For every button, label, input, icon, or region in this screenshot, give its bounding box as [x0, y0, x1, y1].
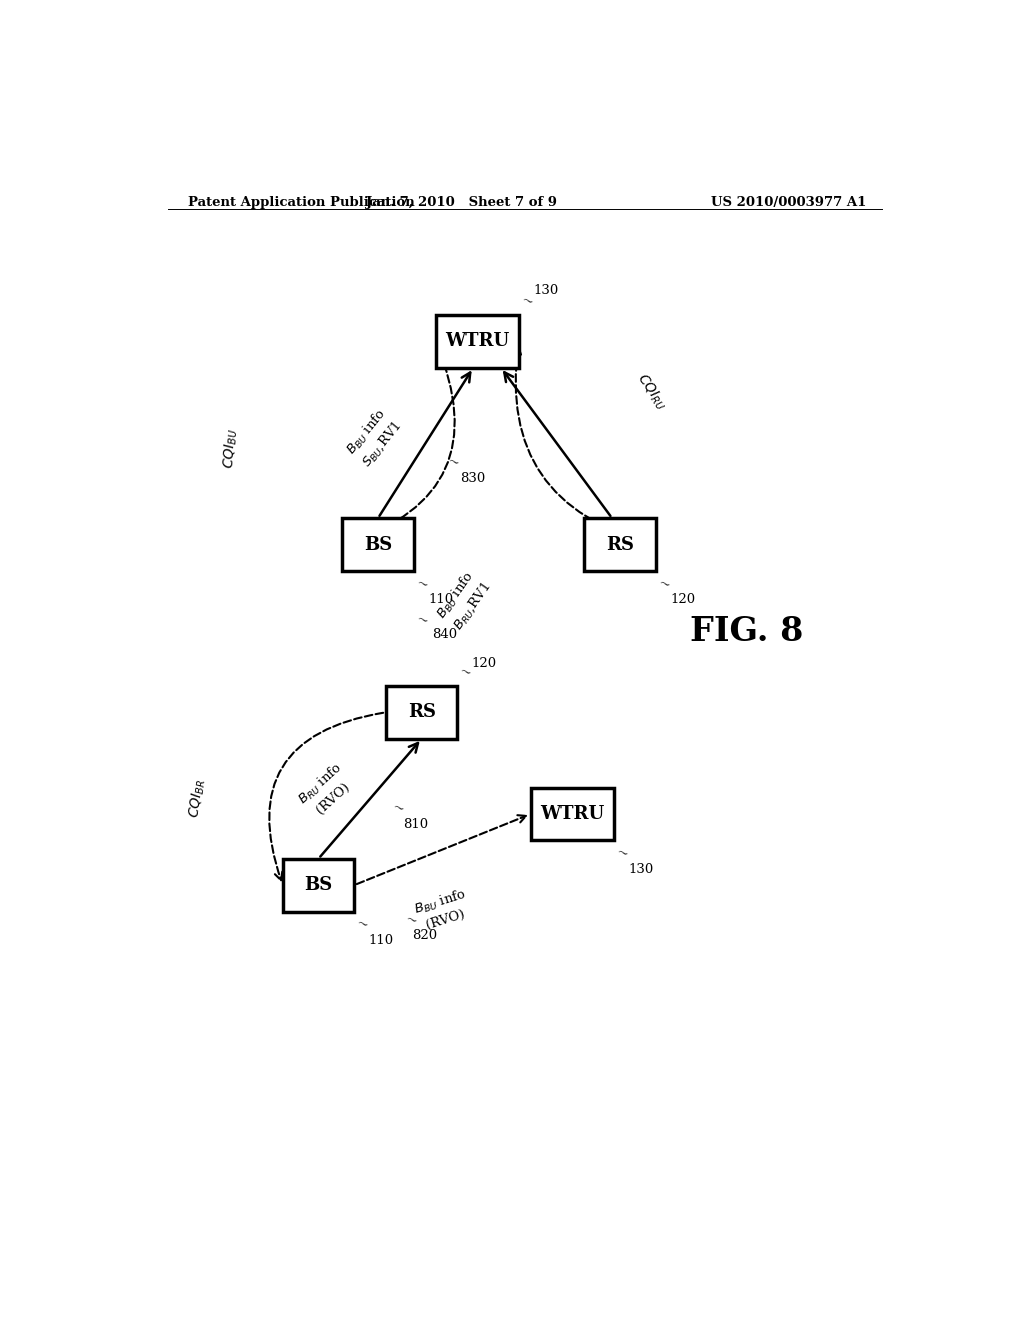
- Text: 120: 120: [670, 594, 695, 606]
- Text: FIG. 8: FIG. 8: [690, 615, 804, 648]
- Text: ~: ~: [414, 576, 429, 593]
- Text: ~: ~: [458, 665, 473, 682]
- Text: Patent Application Publication: Patent Application Publication: [187, 195, 415, 209]
- FancyBboxPatch shape: [435, 315, 519, 368]
- Text: 820: 820: [413, 929, 437, 942]
- Text: RS: RS: [408, 704, 435, 721]
- FancyBboxPatch shape: [386, 686, 458, 739]
- Text: ~: ~: [445, 455, 461, 471]
- Text: $B_{RU}$ info
(RVO): $B_{RU}$ info (RVO): [295, 760, 357, 821]
- Text: 120: 120: [472, 656, 497, 669]
- Text: 810: 810: [403, 817, 428, 830]
- Text: $CQI_{BR}$: $CQI_{BR}$: [187, 779, 209, 820]
- Text: ~: ~: [414, 612, 429, 630]
- Text: 840: 840: [432, 627, 457, 640]
- Text: $CQI_{RU}$: $CQI_{RU}$: [634, 371, 670, 413]
- Text: BS: BS: [364, 536, 392, 553]
- Text: ~: ~: [390, 800, 406, 817]
- FancyBboxPatch shape: [342, 519, 414, 572]
- Text: $B_{BU}$ info
(RVO): $B_{BU}$ info (RVO): [412, 887, 473, 935]
- Text: ~: ~: [614, 846, 630, 862]
- FancyBboxPatch shape: [283, 859, 354, 912]
- Text: ~: ~: [655, 576, 672, 593]
- Text: ~: ~: [519, 294, 535, 312]
- Text: Jan. 7, 2010   Sheet 7 of 9: Jan. 7, 2010 Sheet 7 of 9: [366, 195, 557, 209]
- Text: 110: 110: [369, 935, 393, 946]
- Text: WTRU: WTRU: [445, 333, 509, 350]
- Text: BS: BS: [304, 876, 333, 894]
- Text: 130: 130: [534, 284, 558, 297]
- Text: US 2010/0003977 A1: US 2010/0003977 A1: [711, 195, 866, 209]
- Text: ~: ~: [354, 916, 370, 933]
- Text: WTRU: WTRU: [541, 805, 604, 822]
- Text: $B_{BU}$ info
$S_{BU}$,RV1: $B_{BU}$ info $S_{BU}$,RV1: [343, 405, 406, 470]
- Text: 110: 110: [428, 594, 453, 606]
- FancyBboxPatch shape: [530, 788, 614, 841]
- Text: 130: 130: [629, 863, 653, 875]
- FancyBboxPatch shape: [585, 519, 655, 572]
- Text: $B_{BU}$ info
$B_{RU}$,RV1: $B_{BU}$ info $B_{RU}$,RV1: [433, 568, 495, 634]
- Text: 830: 830: [460, 473, 485, 484]
- Text: RS: RS: [606, 536, 634, 553]
- Text: $CQI_{BU}$: $CQI_{BU}$: [222, 428, 241, 469]
- Text: ~: ~: [402, 912, 419, 929]
